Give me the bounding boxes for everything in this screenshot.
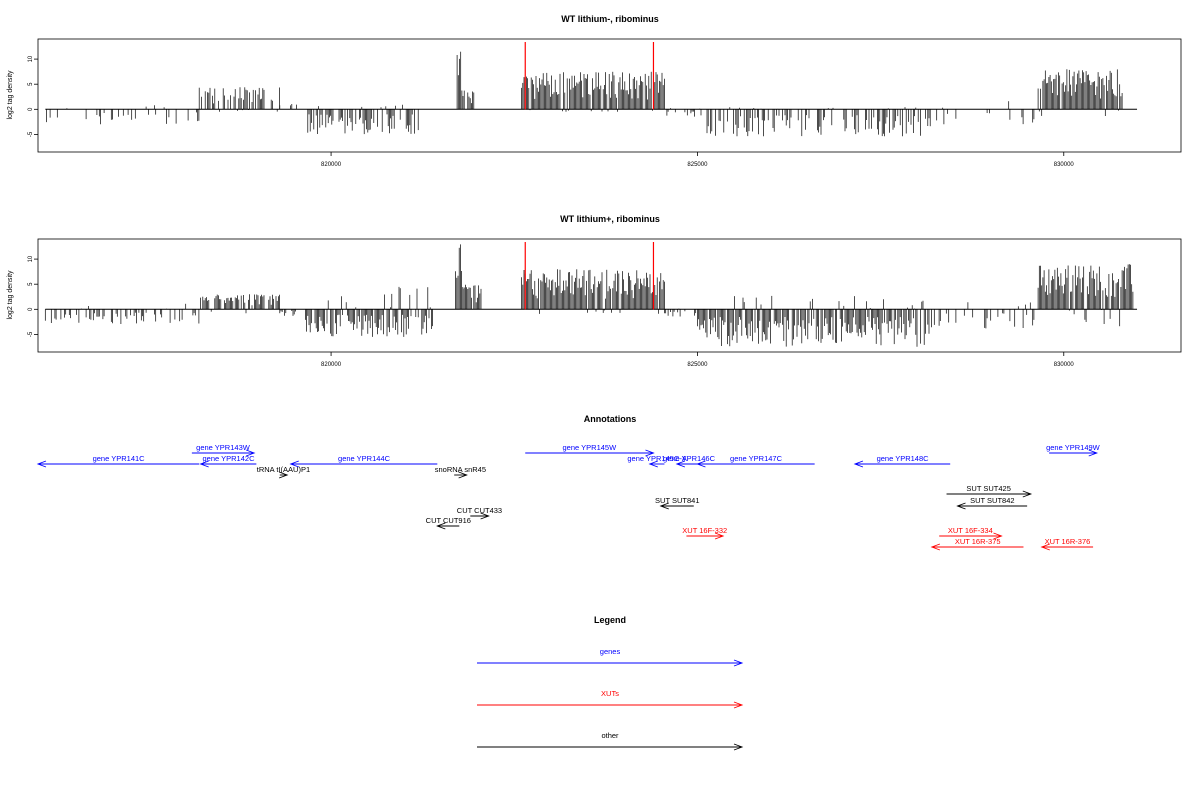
annotations-title: Annotations (584, 414, 637, 424)
feature-arrowhead (1040, 543, 1050, 551)
x-tick-label: 830000 (1054, 162, 1075, 168)
panel-2-y-axis: -5 0 5 10 (28, 255, 38, 337)
feature-arrowhead (480, 512, 490, 520)
feature-arrowhead (645, 449, 655, 457)
panel-1-red-markers (524, 42, 655, 110)
panel-2-signal (44, 244, 1138, 347)
x-tick-label: 825000 (687, 362, 708, 368)
legend-arrowhead (733, 743, 744, 751)
feature-arrowhead (696, 460, 706, 468)
y-tick-label: 5 (28, 82, 34, 86)
x-tick-label: 825000 (687, 162, 708, 168)
panel-1-y-axis: -5 0 5 10 (28, 55, 38, 137)
feature-label: gene YPR145W (563, 443, 618, 452)
panel-2: WT lithium+, ribominus log2 tag density … (7, 214, 1182, 368)
feature-label: snoRNA snR45 (435, 465, 486, 474)
panel-2-frame (37, 238, 1182, 353)
panel-2-red-markers (524, 242, 655, 310)
panel-1-frame (37, 38, 1182, 153)
feature-arrowhead (659, 502, 669, 510)
panel-1-title: WT lithium-, ribominus (561, 14, 659, 24)
feature-arrowhead (648, 460, 658, 468)
legend-arrowhead (733, 701, 744, 709)
feature-label: gene YPR142C (203, 454, 256, 463)
panel-2-title: WT lithium+, ribominus (560, 214, 660, 224)
feature-arrowhead (853, 460, 864, 468)
panel-1: WT lithium-, ribominus log2 tag density … (7, 14, 1182, 168)
feature-arrowhead (278, 471, 289, 479)
feature-label: gene YPR145C-A (627, 454, 686, 463)
feature-label: SUT SUT841 (655, 496, 699, 505)
panel-2-x-axis: 820000 825000 830000 (321, 352, 1074, 368)
panel-1-signal (45, 51, 1138, 137)
feature-label: SUT SUT842 (970, 496, 1014, 505)
feature-arrowhead (714, 532, 725, 540)
panel-1-ylabel: log2 tag density (7, 70, 14, 120)
feature-label: SUT SUT425 (966, 484, 1010, 493)
feature-label: XUT 16F-332 (682, 526, 727, 535)
x-tick-label: 820000 (321, 362, 342, 368)
feature-arrowhead (956, 502, 966, 510)
y-tick-label: 0 (28, 307, 34, 311)
legend-label: genes (600, 647, 621, 656)
y-tick-label: 10 (28, 55, 34, 62)
legend-title: Legend (594, 615, 626, 625)
legend-items: genes XUTs other (477, 647, 744, 751)
legend-arrowhead (733, 659, 744, 667)
y-tick-label: -5 (28, 131, 34, 137)
feature-arrowhead (930, 543, 941, 551)
feature-label: gene YPR148C (877, 454, 930, 463)
annotation-features: gene YPR141C gene YPR143W gene YPR142C gene… (36, 443, 1101, 551)
x-tick-label: 820000 (321, 162, 342, 168)
feature-label: gene YPR149W (1046, 443, 1101, 452)
feature-label: tRNA tI(AAU)P1 (257, 465, 310, 474)
y-tick-label: 5 (28, 282, 34, 286)
feature-label: XUT 16R-375 (955, 537, 1001, 546)
feature-label: gene YPR147C (730, 454, 783, 463)
feature-arrowhead (245, 449, 256, 457)
legend-label: other (601, 731, 619, 740)
feature-arrowhead (289, 460, 299, 468)
feature-arrowhead (458, 471, 468, 479)
feature-label: gene YPR141C (93, 454, 146, 463)
feature-arrowhead (436, 522, 446, 530)
feature-label: CUT CUT916 (426, 516, 471, 525)
feature-arrowhead (36, 460, 47, 468)
y-tick-label: 0 (28, 107, 34, 111)
feature-arrowhead (199, 460, 209, 468)
feature-label: CUT CUT433 (457, 506, 502, 515)
legend: Legend genes XUTs other (477, 615, 744, 751)
feature-arrowhead (993, 532, 1003, 540)
y-tick-label: -5 (28, 331, 34, 337)
feature-label: gene YPR143W (196, 443, 251, 452)
feature-label: XUT 16R-376 (1045, 537, 1091, 546)
panel-2-ylabel: log2 tag density (7, 270, 14, 320)
feature-label: XUT 16F-334 (948, 526, 993, 535)
y-tick-label: 10 (28, 255, 34, 262)
feature-arrowhead (1022, 490, 1033, 498)
legend-label: XUTs (601, 689, 619, 698)
x-tick-label: 830000 (1054, 362, 1075, 368)
feature-label: gene YPR146C (663, 454, 716, 463)
feature-arrowhead (675, 460, 686, 468)
feature-label: gene YPR144C (338, 454, 391, 463)
feature-arrowhead (1088, 449, 1099, 457)
panel-1-x-axis: 820000 825000 830000 (321, 152, 1074, 168)
